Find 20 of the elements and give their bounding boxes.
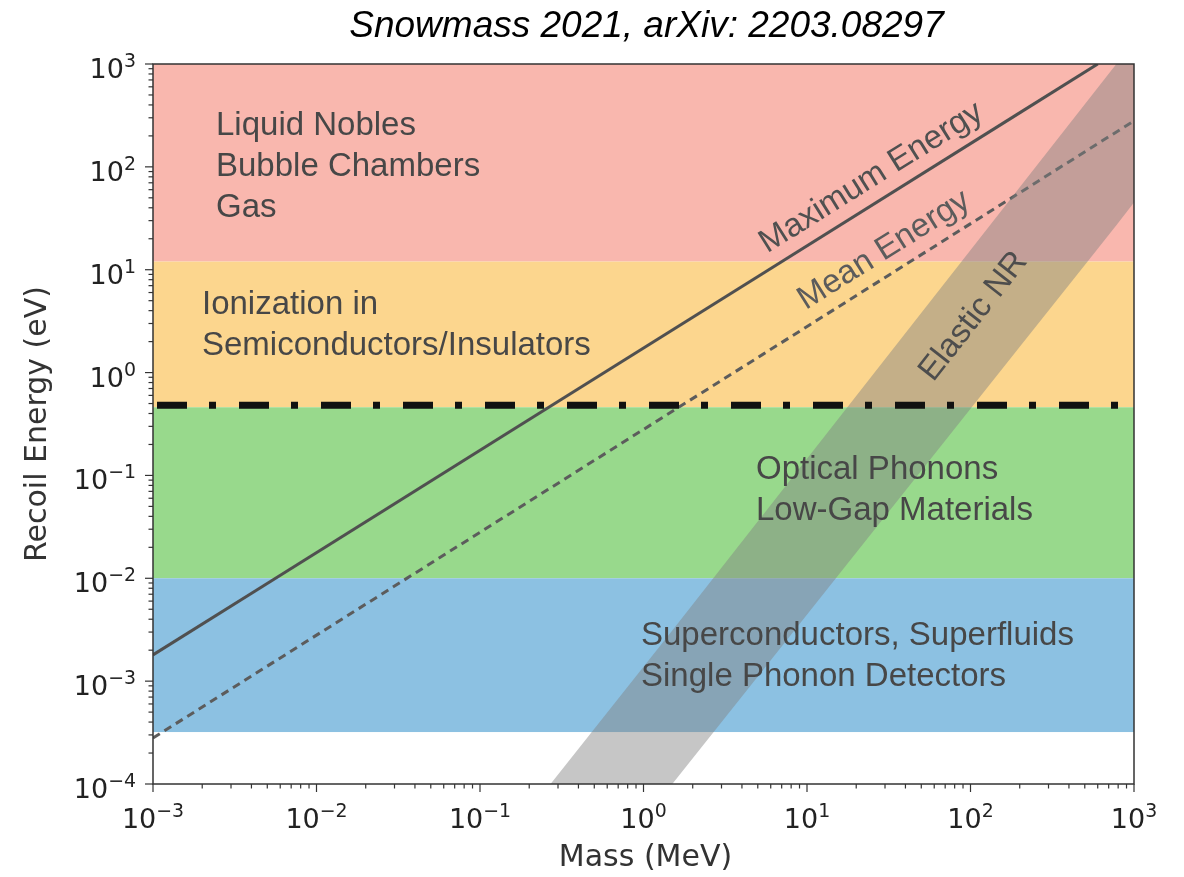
y-tick-label: 10$^{3}$ — [89, 49, 136, 84]
chart-title: Snowmass 2021, arXiv: 2203.08297 — [349, 4, 946, 45]
band-label: Optical Phonons Low-Gap Materials — [756, 448, 1033, 527]
y-tick-label: 10$^{−1}$ — [73, 460, 136, 496]
y-tick-label: 10$^{−2}$ — [73, 563, 136, 599]
x-tick-label: 10$^{3}$ — [1110, 799, 1158, 834]
x-tick-label: 10$^{1}$ — [783, 799, 831, 834]
band-label: Liquid Nobles Bubble Chambers Gas — [216, 105, 481, 225]
x-tick-label: 10$^{0}$ — [620, 799, 667, 834]
y-axis-title: Recoil Energy (eV) — [18, 286, 53, 562]
band-label: Superconductors, Superfluids Single Phonon Detectors — [641, 615, 1074, 694]
x-tick-label: 10$^{−1}$ — [448, 799, 512, 834]
x-axis-title: Mass (MeV) — [558, 838, 733, 873]
y-tick-label: 10$^{1}$ — [89, 254, 136, 290]
y-tick-label: 10$^{0}$ — [89, 357, 136, 393]
band-label: Ionization in Semiconductors/Insulators — [202, 284, 591, 363]
y-tick-label: 10$^{−3}$ — [73, 666, 136, 702]
x-tick-label: 10$^{−2}$ — [285, 799, 348, 834]
x-tick-label: 10$^{2}$ — [947, 799, 994, 834]
y-tick-label: 10$^{2}$ — [89, 151, 136, 187]
